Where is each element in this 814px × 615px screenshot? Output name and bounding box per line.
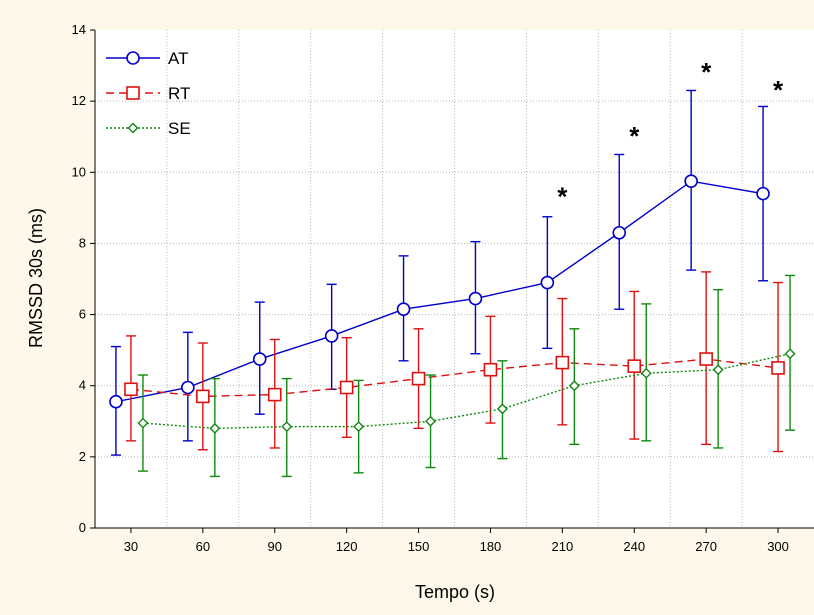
data-point-rt	[339, 380, 354, 395]
data-point-se	[353, 421, 365, 433]
series-line-rt	[130, 358, 779, 398]
data-point-rt	[483, 362, 498, 377]
legend-marker-rt	[126, 86, 140, 100]
data-point-rt	[124, 382, 138, 397]
data-point-se	[784, 348, 796, 360]
data-point-se	[568, 380, 580, 392]
significance-marker: *	[629, 121, 640, 151]
data-point-se	[425, 415, 437, 427]
significance-marker: *	[773, 75, 784, 105]
y-tick-label: 12	[72, 93, 86, 108]
axes	[94, 30, 814, 529]
series-se	[137, 274, 796, 478]
data-point-se	[496, 403, 508, 415]
data-point-se	[137, 417, 149, 429]
legend-label-se: SE	[168, 119, 191, 138]
legend-label-rt: RT	[168, 84, 190, 103]
x-tick-label: 60	[196, 539, 210, 554]
data-point-at	[612, 225, 627, 240]
series-at	[109, 89, 770, 456]
x-tick-label: 30	[124, 539, 138, 554]
x-tick-label: 300	[767, 539, 789, 554]
legend-label-at: AT	[168, 49, 188, 68]
data-point-at	[252, 352, 267, 366]
series-line-at	[115, 180, 764, 403]
x-tick-label: 210	[551, 539, 573, 554]
y-tick-label: 4	[79, 378, 86, 393]
significance-marker: *	[701, 57, 712, 87]
data-point-at	[540, 275, 555, 290]
x-tick-label: 180	[480, 539, 502, 554]
annotations: * * * *	[557, 57, 784, 212]
data-point-rt	[196, 389, 210, 404]
series-layer	[109, 89, 796, 478]
x-tick-label: 90	[268, 539, 282, 554]
data-point-rt	[771, 361, 785, 375]
data-point-se	[640, 367, 652, 379]
series-line-se	[142, 353, 791, 430]
data-point-at	[684, 174, 698, 188]
data-point-at	[756, 186, 770, 201]
data-point-at	[324, 329, 339, 343]
y-axis-title: RMSSD 30s (ms)	[26, 208, 46, 348]
x-axis-title: Tempo (s)	[415, 582, 495, 602]
data-point-at	[181, 380, 195, 395]
data-point-se	[712, 364, 724, 376]
legend-marker-at	[126, 51, 140, 65]
data-point-at	[396, 302, 411, 317]
y-tick-label: 14	[72, 22, 86, 37]
data-point-rt	[627, 359, 642, 373]
x-tick-label: 270	[695, 539, 717, 554]
legend-marker-se	[127, 122, 139, 134]
legend: AT RT SE	[106, 49, 191, 138]
x-tick-label: 120	[336, 539, 358, 554]
y-tick-label: 10	[72, 164, 86, 179]
data-point-rt	[267, 387, 282, 402]
data-point-at	[109, 394, 123, 409]
series-rt	[124, 271, 785, 453]
grid	[95, 30, 814, 528]
data-point-se	[281, 421, 293, 433]
y-tick-label: 2	[79, 449, 86, 464]
data-point-rt	[699, 352, 713, 366]
x-tick-label: 240	[623, 539, 645, 554]
y-tick-label: 6	[79, 307, 86, 322]
data-point-at	[468, 291, 483, 306]
data-point-se	[209, 422, 221, 434]
significance-marker: *	[557, 182, 568, 212]
y-tick-label: 8	[79, 235, 86, 250]
x-tick-label: 150	[408, 539, 430, 554]
data-point-rt	[411, 371, 426, 386]
y-tick-label: 0	[79, 520, 86, 535]
ticks: 0 2 4 6 8 10 12 14 30 60 90 120 150 180 210 240 270 300	[72, 22, 789, 554]
data-point-rt	[555, 355, 570, 370]
